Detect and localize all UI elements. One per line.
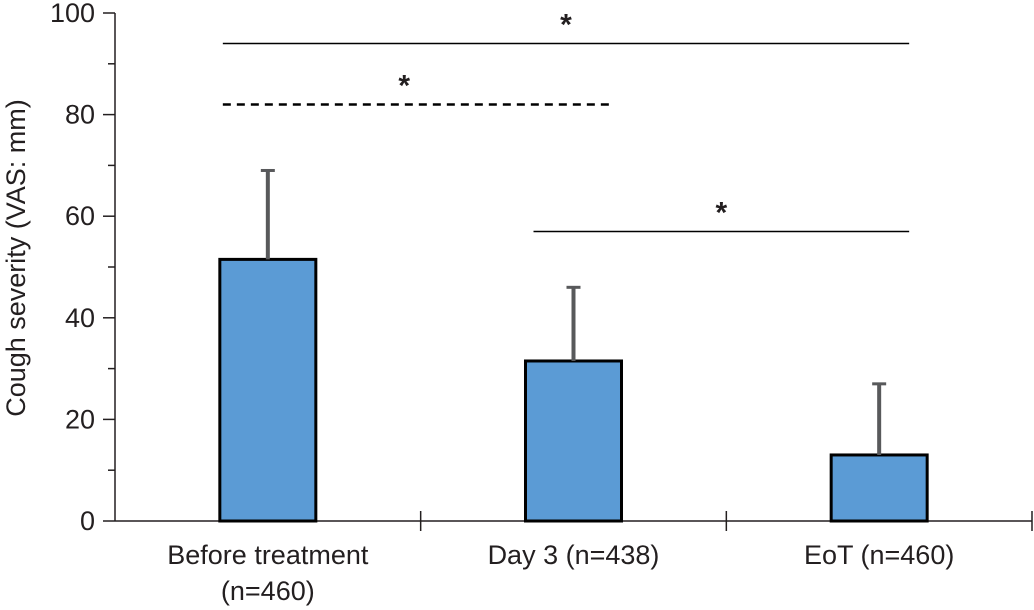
- bars: [218, 257, 929, 523]
- y-tick-label: 80: [65, 100, 95, 130]
- x-category-label: EoT (n=460): [804, 540, 954, 570]
- y-tick-label: 100: [50, 0, 95, 28]
- y-tick-label: 60: [65, 201, 95, 231]
- x-category-label: Before treatment: [167, 540, 369, 570]
- y-tick-label: 0: [80, 506, 95, 536]
- significance-star: *: [560, 8, 572, 41]
- significance-star: *: [715, 196, 727, 229]
- tick-labels: 0 20 40 60 80 100 Before treatment (n=460) Day 3…: [50, 0, 954, 606]
- bar: [524, 359, 623, 523]
- bar: [218, 257, 318, 523]
- significance-star: *: [398, 69, 410, 102]
- error-bars: [260, 168, 887, 455]
- y-tick-label: 40: [65, 303, 95, 333]
- x-category-label: Day 3 (n=438): [488, 540, 660, 570]
- y-tick-label: 20: [65, 404, 95, 434]
- x-category-label: (n=460): [221, 576, 315, 606]
- significance-markers: * * *: [222, 8, 910, 233]
- bar: [829, 453, 929, 523]
- y-axis-title: Cough severity (VAS: mm): [1, 99, 31, 417]
